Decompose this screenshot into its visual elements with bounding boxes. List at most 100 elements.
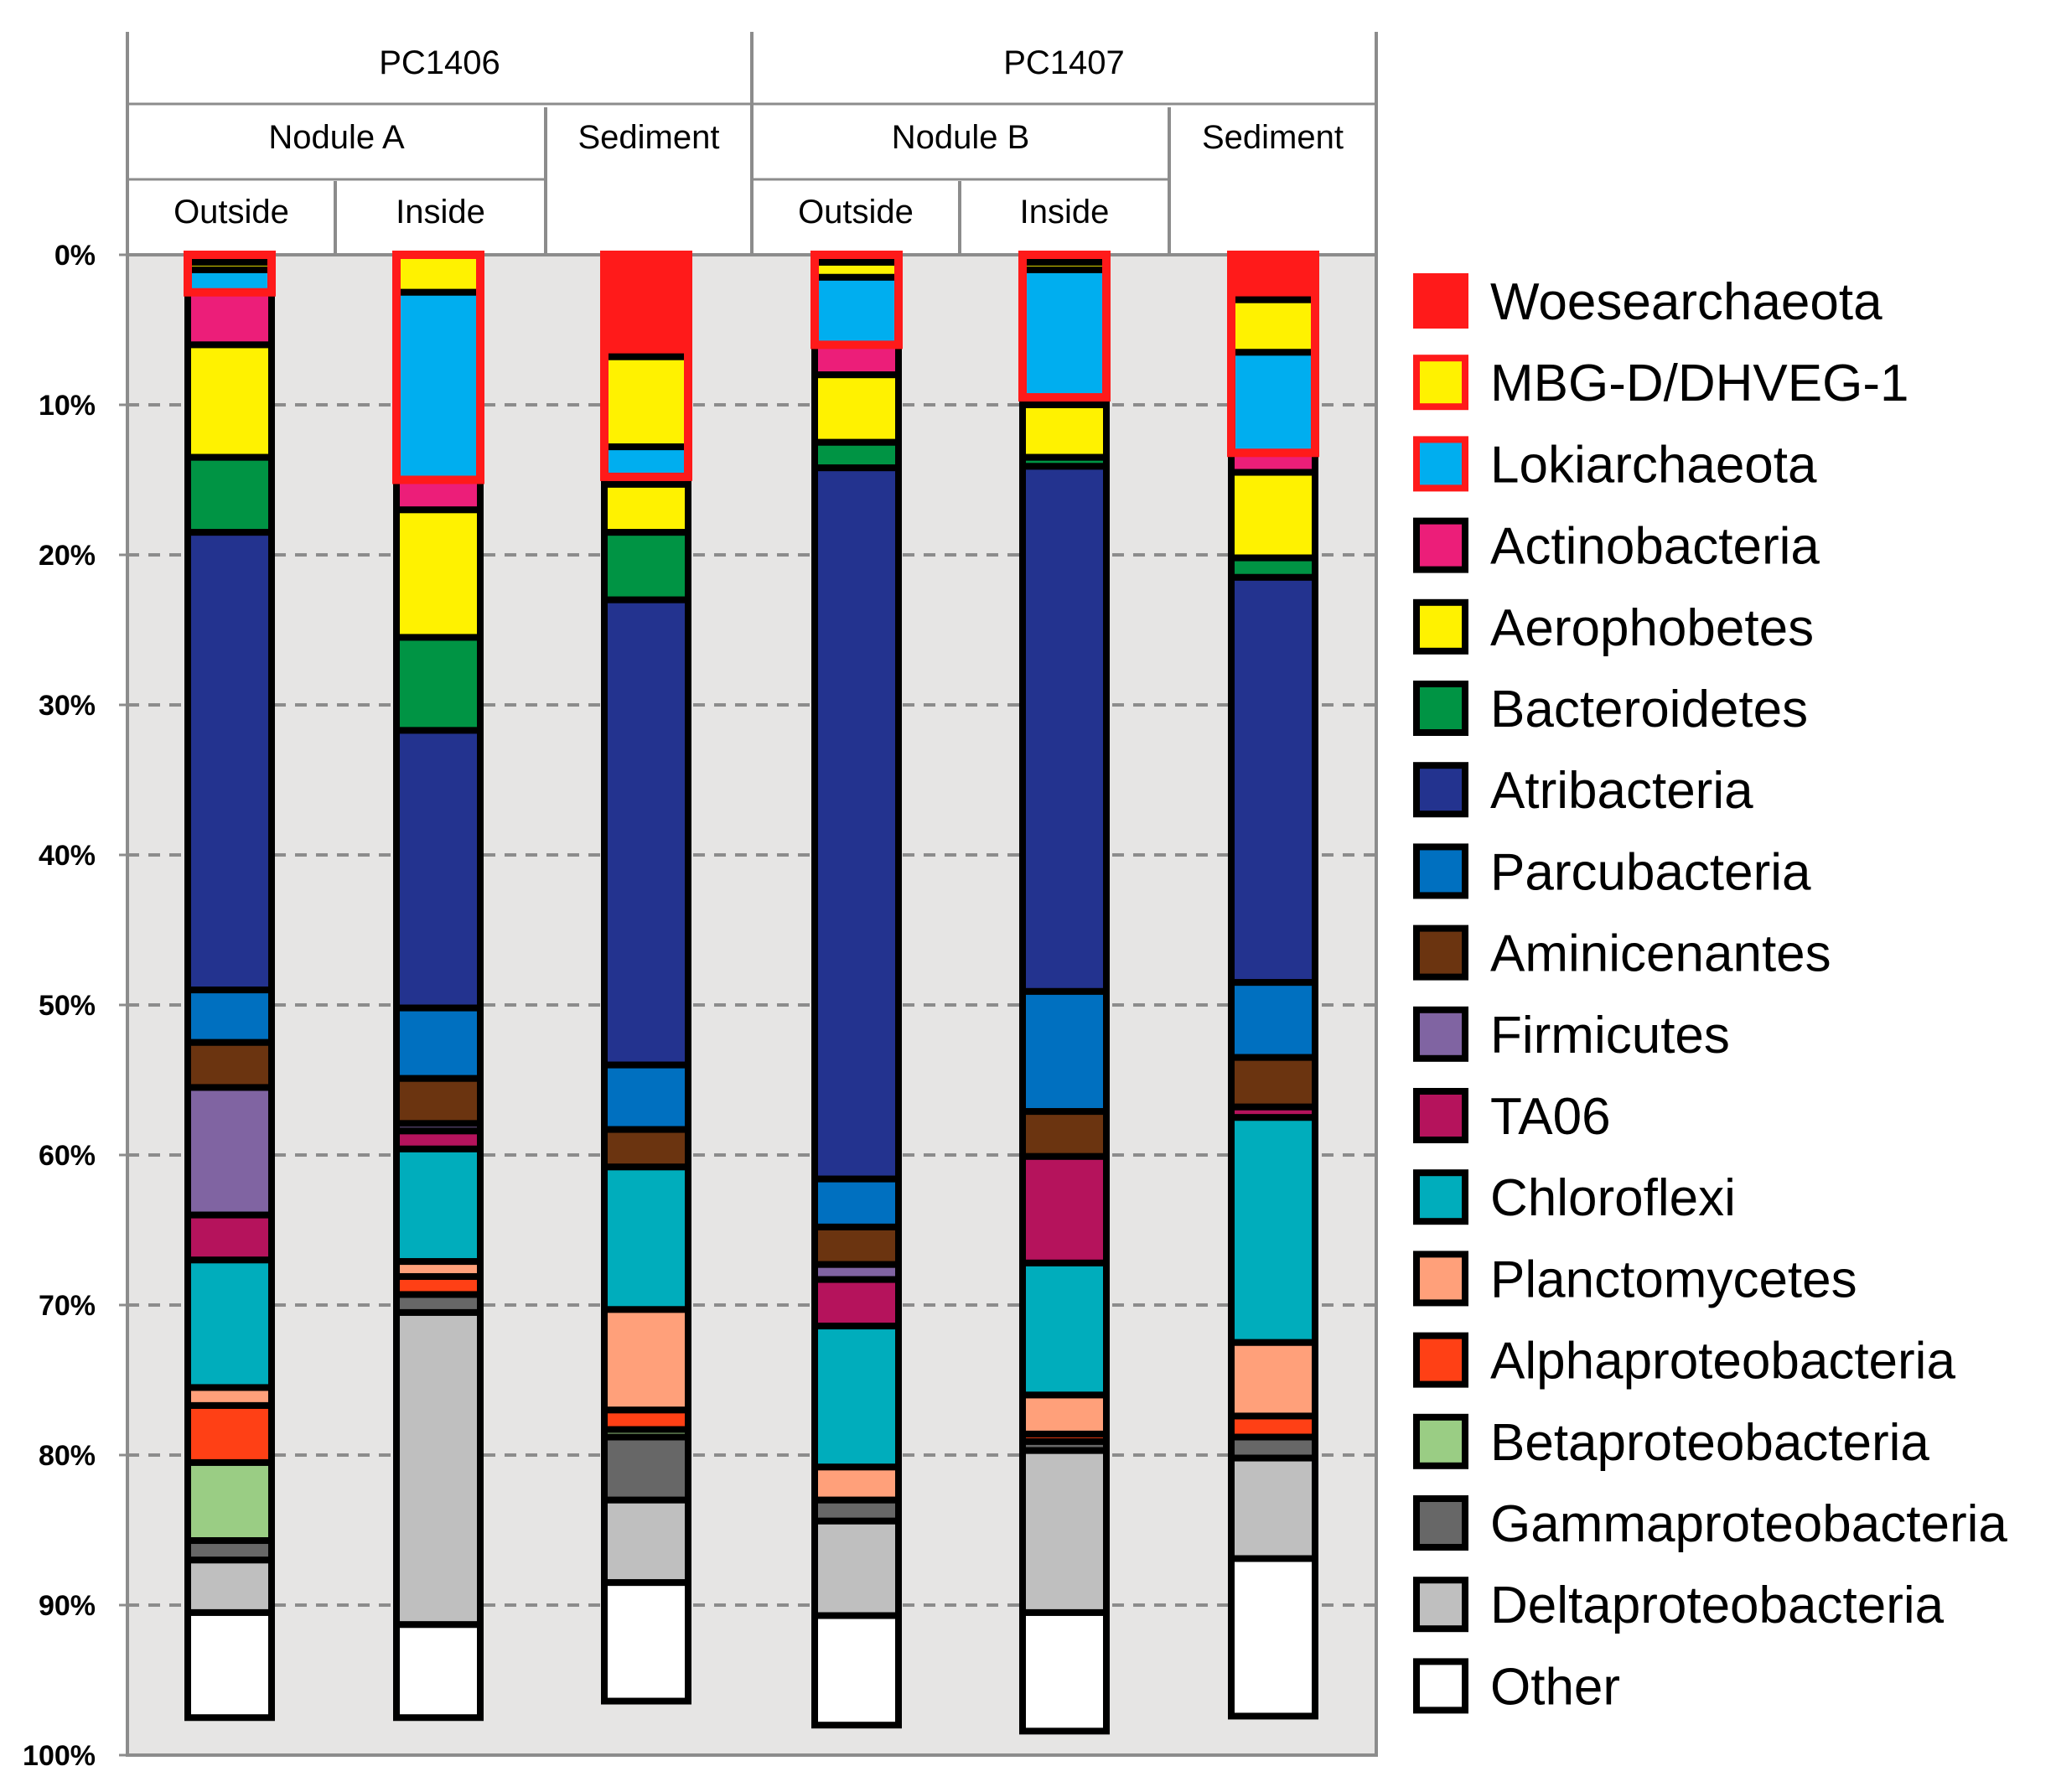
bar-column: PC1407 Nodule B Outside <box>810 251 903 1729</box>
legend-label: Gammaproteobacteria <box>1490 1495 2007 1553</box>
legend-item: Betaproteobacteria <box>1413 1413 1929 1472</box>
legend-label: Deltaproteobacteria <box>1490 1577 1945 1634</box>
bar-segment-deltaproteobacteria <box>811 1517 902 1619</box>
bar-segment-aminicenantes <box>601 1126 691 1171</box>
y-tick-label: 50% <box>39 990 96 1022</box>
y-tick-label: 80% <box>39 1440 96 1472</box>
archaea-highlight-outline <box>810 251 903 350</box>
bar-segment-actinobacteria <box>184 288 275 349</box>
legend-label: Firmicutes <box>1490 1007 1730 1064</box>
bar-segment-lokiarchaeota <box>601 443 691 480</box>
bar-segment-woesearchaeota <box>601 251 691 360</box>
bar-segment-deltaproteobacteria <box>1228 1454 1318 1562</box>
legend-swatch <box>1413 355 1468 411</box>
bar-segment-bacteroidetes <box>601 529 691 603</box>
subgroup-label: Outside <box>173 194 289 230</box>
legend-item: MBG-D/DHVEG-1 <box>1413 355 1908 412</box>
legend-swatch <box>1413 598 1468 655</box>
bar-segment-aerophobetes <box>1228 469 1318 562</box>
y-tick-label: 60% <box>39 1140 96 1172</box>
group-label: Nodule A <box>268 119 405 156</box>
bar-segment-deltaproteobacteria <box>393 1308 484 1629</box>
legend-item: Atribacteria <box>1413 762 1753 820</box>
bar-segment-mbg-d-dhveg-1 <box>1228 296 1318 356</box>
bar-segment-atribacteria <box>1019 463 1110 995</box>
y-tick-label: 30% <box>39 690 96 722</box>
legend-swatch <box>1413 924 1468 981</box>
legend-item: Aminicenantes <box>1413 924 1831 983</box>
bar-segment-atribacteria <box>393 727 484 1012</box>
legend-swatch <box>1413 1332 1468 1388</box>
legend-label: Betaproteobacteria <box>1490 1414 1929 1472</box>
bar-segment-lokiarchaeota <box>811 273 902 349</box>
legend-label: Lokiarchaeota <box>1490 436 1817 494</box>
bar-segment-woesearchaeota <box>1228 251 1318 303</box>
subgroup-label: Inside <box>1020 194 1110 230</box>
legend-label: Other <box>1490 1658 1620 1716</box>
y-tick-label: 70% <box>39 1290 96 1322</box>
bar-segment-parcubacteria <box>1019 987 1110 1116</box>
bar-segment-aerophobetes <box>811 371 902 446</box>
legend-swatch <box>1413 1577 1468 1633</box>
legend-label: Woesearchaeota <box>1490 273 1883 331</box>
bar-segment-atribacteria <box>1228 573 1318 987</box>
bar-segment-parcubacteria <box>811 1175 902 1230</box>
bars: PC1406 Nodule A Outside PC1406 Nodule A I… <box>184 251 1319 1735</box>
legend-label: Alphaproteobacteria <box>1490 1333 1955 1391</box>
bar-column: PC1406 Sediment <box>600 251 692 1705</box>
legend-label: Planctomycetes <box>1490 1251 1857 1308</box>
bar-segment-mbg-d-dhveg-1 <box>393 251 484 296</box>
bar-segment-parcubacteria <box>184 987 275 1046</box>
group-label: Sediment <box>578 119 720 156</box>
subgroup-label: Inside <box>396 194 485 230</box>
legend-item: Alphaproteobacteria <box>1413 1332 1955 1391</box>
sample-header: PC1406 Nodule A Outside Inside Sediment PC140… <box>126 32 1378 255</box>
y-tick-label: 90% <box>39 1590 96 1622</box>
bar-segment-alphaproteobacteria <box>1228 1412 1318 1441</box>
legend-item: Firmicutes <box>1413 1006 1730 1064</box>
group-label: Sediment <box>1202 119 1344 156</box>
archaea-highlight-outline <box>184 251 276 297</box>
y-tick-label: 10% <box>39 390 96 422</box>
y-tick-label: 20% <box>39 540 96 572</box>
legend-swatch <box>1413 273 1468 329</box>
legend-swatch <box>1413 517 1468 573</box>
plot-area <box>127 255 1376 1755</box>
legend-item: Deltaproteobacteria <box>1413 1577 1945 1634</box>
bar-segment-parcubacteria <box>1228 979 1318 1061</box>
bar-segment-planctomycetes <box>1019 1391 1110 1437</box>
legend-label: Bacteroidetes <box>1490 681 1808 738</box>
bar-segment-aminicenantes <box>393 1075 484 1127</box>
bar-segment-actinobacteria <box>393 476 484 514</box>
bar-segment-atribacteria <box>601 596 691 1069</box>
core-label: PC1407 <box>1003 44 1125 81</box>
bar-segment-aminicenantes <box>811 1223 902 1268</box>
y-tick-label: 0% <box>54 240 96 272</box>
bar-segment-aerophobetes <box>1019 401 1110 461</box>
legend-item: Chloroflexi <box>1413 1169 1736 1227</box>
bar-column: PC1406 Nodule A Inside <box>392 251 484 1722</box>
bar-segment-gammaproteobacteria <box>1228 1433 1318 1462</box>
subgroup-label: Outside <box>798 194 914 230</box>
bar-column: PC1406 Nodule A Outside <box>184 251 276 1722</box>
bar-segment-gammaproteobacteria <box>601 1433 691 1504</box>
bar-segment-deltaproteobacteria <box>601 1496 691 1587</box>
legend-label: Parcubacteria <box>1490 843 1811 901</box>
bar-segment-lokiarchaeota <box>1019 266 1110 401</box>
legend-label: Aminicenantes <box>1490 925 1831 983</box>
legend-item: Other <box>1413 1658 1620 1716</box>
bar-segment-planctomycetes <box>601 1306 691 1414</box>
bar-segment-aminicenantes <box>1228 1054 1318 1111</box>
legend-swatch <box>1413 1169 1468 1225</box>
bar-segment-chloroflexi <box>393 1145 484 1266</box>
legend-swatch <box>1413 1495 1468 1551</box>
legend-swatch <box>1413 1658 1468 1714</box>
bar-segment-chloroflexi <box>811 1323 902 1471</box>
bar-segment-mbg-d-dhveg-1 <box>601 353 691 451</box>
bar-segment-firmicutes <box>184 1084 275 1219</box>
legend-label: TA06 <box>1490 1088 1611 1146</box>
bar-segment-chloroflexi <box>1228 1114 1318 1346</box>
y-tick-label: 40% <box>39 840 96 872</box>
legend-item: Actinobacteria <box>1413 517 1820 576</box>
